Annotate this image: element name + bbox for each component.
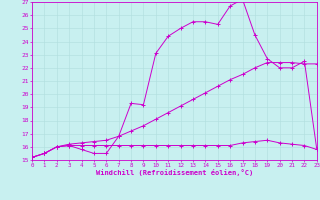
X-axis label: Windchill (Refroidissement éolien,°C): Windchill (Refroidissement éolien,°C)	[96, 169, 253, 176]
